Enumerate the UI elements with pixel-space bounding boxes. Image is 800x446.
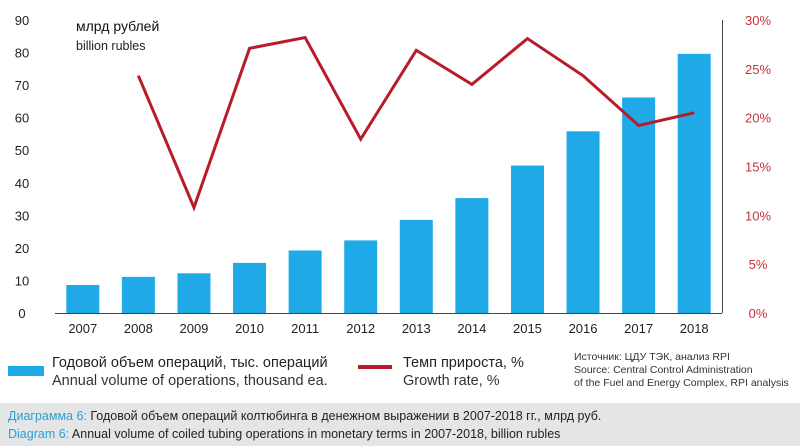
caption-en-tag: Diagram 6: xyxy=(8,427,70,441)
x-axis-tick-label: 2012 xyxy=(346,321,375,336)
x-axis-tick-label: 2015 xyxy=(513,321,542,336)
left-axis-tick-label: 70 xyxy=(15,78,29,93)
chart: млрд рублей billion rubles 0 10 20 30 40 50 60… xyxy=(15,13,772,336)
right-axis-tick-label: 15% xyxy=(745,160,771,175)
left-axis-tick-label: 10 xyxy=(15,273,29,288)
legend-line-label-ru: Темп прироста, % xyxy=(403,355,524,371)
caption-box: Диаграмма 6: Годовой объем операций колт… xyxy=(0,403,800,446)
right-axis-tick-label: 0% xyxy=(749,306,768,321)
bar-2014 xyxy=(455,198,489,313)
source-note: Источник: ЦДУ ТЭК, анализ RPI Source: Ce… xyxy=(574,351,789,390)
right-axis-tick-label: 25% xyxy=(745,62,771,77)
source-line-2: Source: Central Control Administration xyxy=(574,364,753,376)
caption-ru-text: Годовой объем операций колтюбинга в дене… xyxy=(86,409,602,423)
left-axis-tick-label: 40 xyxy=(15,176,29,191)
legend-bars-label-en: Annual volume of operations, thousand ea… xyxy=(52,373,328,389)
caption-en: Diagram 6: Annual volume of coiled tubin… xyxy=(8,427,560,441)
legend-bars-label-ru: Годовой объем операций, тыс. операций xyxy=(52,355,328,371)
x-axis-tick-label: 2009 xyxy=(179,321,208,336)
right-axis-tick-label: 20% xyxy=(745,111,771,126)
bar-2012 xyxy=(344,240,378,313)
bar-2015 xyxy=(510,165,544,313)
x-axis-tick-label: 2007 xyxy=(68,321,97,336)
bar-2017 xyxy=(622,97,656,313)
bar-2016 xyxy=(566,131,600,313)
x-axis-tick-label: 2017 xyxy=(624,321,653,336)
source-line-3: of the Fuel and Energy Complex, RPI anal… xyxy=(574,377,789,389)
left-axis-tick-label: 50 xyxy=(15,143,29,158)
bar-2011 xyxy=(288,250,322,313)
bar-2009 xyxy=(177,273,211,313)
legend-bar-swatch xyxy=(8,366,44,376)
left-axis-tick-label: 0 xyxy=(18,306,25,321)
source-line-1: Источник: ЦДУ ТЭК, анализ RPI xyxy=(574,351,730,363)
x-axis-tick-label: 2016 xyxy=(569,321,598,336)
bar-2007 xyxy=(66,285,100,313)
caption-ru-tag: Диаграмма 6: xyxy=(8,409,87,423)
left-axis-unit-ru: млрд рублей xyxy=(76,18,159,34)
right-axis-tick-label: 30% xyxy=(745,13,771,28)
legend-bars: Годовой объем операций, тыс. операций An… xyxy=(52,354,328,394)
left-axis-unit-en: billion rubles xyxy=(76,39,145,53)
x-axis-tick-label: 2008 xyxy=(124,321,153,336)
bar-2010 xyxy=(233,262,267,313)
left-axis-tick-label: 80 xyxy=(15,46,29,61)
bar-2013 xyxy=(399,219,433,313)
left-axis-tick-label: 90 xyxy=(15,13,29,28)
growth-rate-line xyxy=(136,35,695,212)
bar-2008 xyxy=(121,276,155,313)
left-axis-tick-label: 20 xyxy=(15,241,29,256)
x-axis-tick-label: 2010 xyxy=(235,321,264,336)
legend-line: Темп прироста, % Growth rate, % xyxy=(403,354,524,394)
legend-line-swatch xyxy=(358,365,392,369)
right-axis-tick-label: 5% xyxy=(749,257,768,272)
legend-line-label-en: Growth rate, % xyxy=(403,373,500,389)
left-axis-tick-label: 60 xyxy=(15,111,29,126)
caption-en-text: Annual volume of coiled tubing operation… xyxy=(69,427,561,441)
x-axis-tick-label: 2014 xyxy=(457,321,486,336)
right-axis-tick-label: 10% xyxy=(745,208,771,223)
left-axis-tick-label: 30 xyxy=(15,208,29,223)
x-axis-tick-label: 2013 xyxy=(402,321,431,336)
x-axis-tick-label: 2011 xyxy=(291,321,319,336)
x-axis-tick-label: 2018 xyxy=(680,321,709,336)
caption-ru: Диаграмма 6: Годовой объем операций колт… xyxy=(8,409,601,423)
bar-2018 xyxy=(677,53,711,313)
